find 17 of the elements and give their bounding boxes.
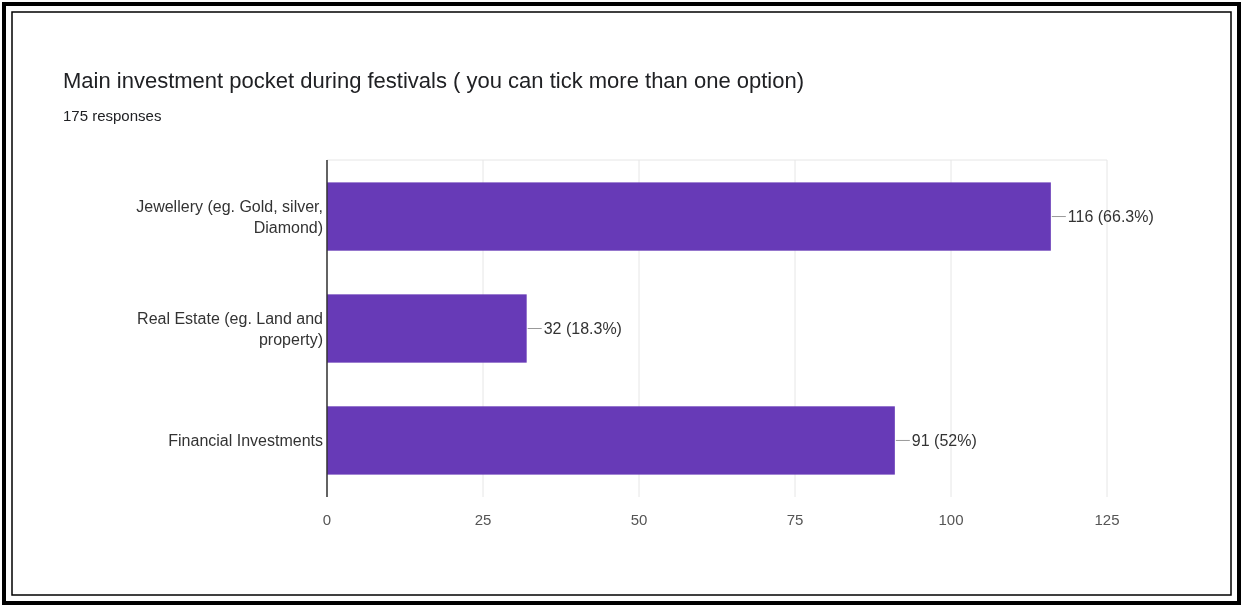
x-tick-label: 125 [1094, 511, 1120, 528]
x-tick-label: 25 [474, 511, 492, 528]
data-label: 91 (52%) [911, 432, 977, 450]
data-label: 116 (66.3%) [1067, 208, 1154, 226]
y-tick-label: Real Estate (eg. Land and property) [137, 309, 323, 348]
y-tick-label: Jewellery (eg. Gold, silver, Diamond) [136, 197, 323, 236]
data-label: 32 (18.3%) [543, 320, 622, 338]
x-tick-label: 0 [322, 511, 332, 528]
x-tick-label: 75 [786, 511, 804, 528]
chart-title: Main investment pocket during festivals ( you can tick more than one option) [63, 68, 805, 93]
text: 175 responses [63, 107, 162, 124]
x-tick-label: 50 [630, 511, 648, 528]
y-tick-label: Financial Investments [168, 432, 323, 450]
bar [327, 182, 1051, 251]
bar [327, 406, 895, 475]
x-tick-label: 100 [938, 511, 964, 528]
bar [327, 294, 527, 363]
